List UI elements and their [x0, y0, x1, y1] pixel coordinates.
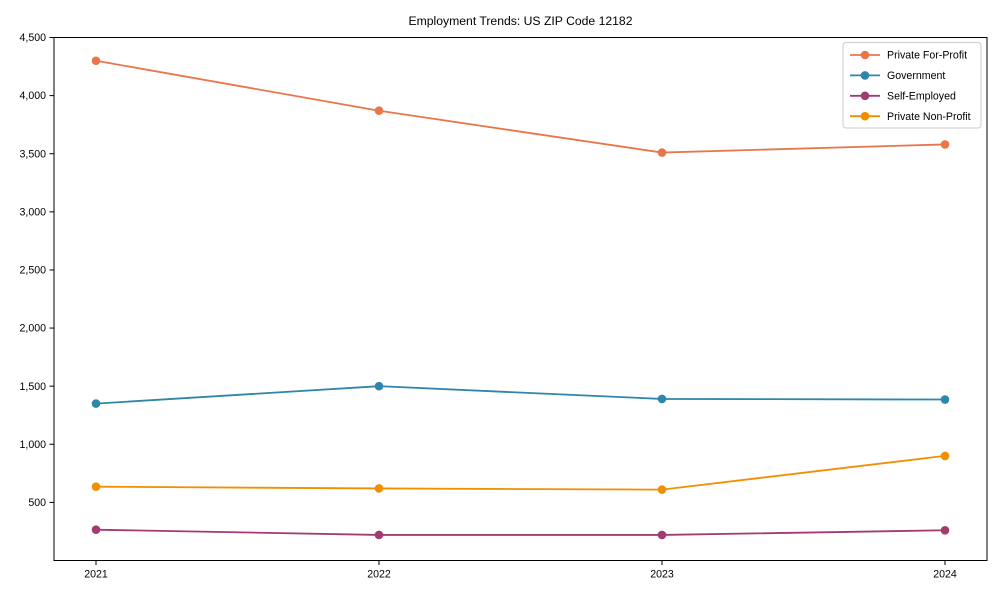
data-series — [91, 56, 950, 540]
data-point-marker — [940, 451, 950, 461]
y-tick-label: 2,000 — [19, 323, 46, 335]
legend-marker — [860, 91, 870, 101]
data-point-marker — [374, 381, 384, 391]
legend-entry-label: Government — [887, 70, 945, 82]
series-line — [95, 385, 946, 405]
legend-marker — [860, 50, 870, 60]
data-point-marker — [657, 485, 667, 494]
y-tick-label: 500 — [28, 497, 46, 509]
x-tick-label: 2022 — [367, 569, 391, 581]
y-tick-label: 4,000 — [19, 90, 46, 102]
x-tick-label: 2024 — [933, 569, 957, 581]
legend-box — [842, 42, 982, 129]
data-point-marker — [374, 106, 384, 116]
y-tick-label: 1,000 — [19, 439, 46, 451]
series-line — [95, 59, 946, 154]
legend-entry-label: Private Non-Profit — [887, 111, 971, 123]
data-point-marker — [940, 525, 950, 535]
legend-marker — [860, 111, 870, 121]
data-point-marker — [657, 148, 667, 157]
data-point-marker — [940, 395, 950, 404]
x-tick-label: 2023 — [650, 569, 674, 581]
data-point-marker — [374, 484, 384, 493]
data-point-marker — [374, 530, 384, 540]
data-point-marker — [657, 394, 667, 404]
data-point-marker — [91, 56, 101, 66]
data-point-marker — [91, 525, 101, 535]
y-tick-label: 2,500 — [19, 265, 46, 277]
plot-border — [53, 37, 988, 561]
data-point-marker — [91, 482, 101, 491]
data-point-marker — [91, 399, 101, 408]
data-point-marker — [657, 530, 667, 540]
y-tick-label: 3,500 — [19, 148, 46, 160]
axes: 500 1,000 1,500 2,000 2,500 3,000 3,500 4,000 4,… — [19, 32, 988, 581]
legend-marker — [860, 71, 870, 80]
data-point-marker — [940, 140, 950, 149]
y-tick-label: 3,000 — [19, 206, 46, 218]
series-line — [95, 528, 946, 536]
series-line — [95, 455, 946, 491]
y-tick-label: 1,500 — [19, 381, 46, 393]
legend-entry-label: Private For-Profit — [887, 50, 967, 62]
legend: Private For-Profit Government Self-Employe… — [842, 42, 982, 129]
x-tick-label: 2021 — [84, 569, 108, 581]
chart-title: Employment Trends: US ZIP Code 12182 — [408, 14, 632, 28]
y-tick-label: 4,500 — [19, 32, 46, 44]
legend-entry-label: Self-Employed — [887, 90, 956, 102]
